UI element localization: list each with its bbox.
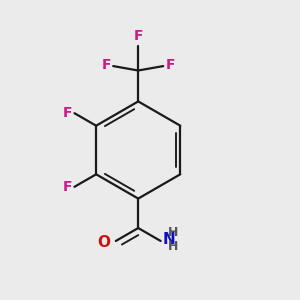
Text: H: H — [168, 226, 178, 239]
Text: F: F — [134, 29, 143, 43]
Text: O: O — [98, 235, 110, 250]
Text: F: F — [166, 58, 175, 73]
Text: F: F — [63, 180, 72, 194]
Text: H: H — [168, 240, 178, 254]
Text: F: F — [101, 58, 111, 73]
Text: N: N — [163, 232, 176, 247]
Text: F: F — [63, 106, 72, 120]
